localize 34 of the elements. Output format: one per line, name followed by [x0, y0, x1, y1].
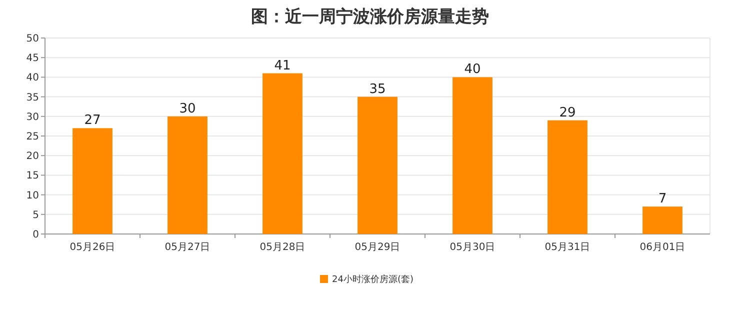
x-tick-label: 05月28日	[260, 242, 306, 253]
data-label: 40	[464, 62, 481, 78]
data-label: 30	[179, 101, 196, 116]
x-tick-label: 05月27日	[164, 242, 210, 253]
y-tick-label: 35	[26, 92, 39, 104]
y-tick-label: 20	[26, 151, 39, 162]
bar	[642, 206, 682, 234]
data-label: 7	[658, 192, 667, 207]
bar	[452, 77, 492, 234]
x-tick-label: 06月01日	[640, 242, 686, 253]
x-tick-label: 05月26日	[70, 242, 116, 253]
data-label: 27	[84, 113, 101, 128]
data-label: 41	[274, 58, 291, 74]
x-tick-label: 05月30日	[450, 242, 496, 253]
bar	[72, 128, 112, 234]
y-tick-label: 30	[26, 112, 39, 123]
data-label: 35	[369, 82, 386, 97]
y-tick-label: 50	[26, 34, 39, 44]
data-label: 29	[559, 105, 576, 120]
x-tick-label: 05月29日	[354, 242, 400, 253]
chart-title: 图：近一周宁波涨价房源量走势	[251, 7, 489, 27]
y-tick-label: 25	[26, 132, 39, 142]
y-tick-label: 45	[26, 53, 39, 64]
y-tick-label: 40	[26, 72, 39, 84]
bar	[548, 120, 588, 234]
bar	[168, 116, 208, 234]
bar	[262, 73, 302, 234]
y-tick-label: 15	[26, 170, 39, 182]
y-tick-label: 0	[32, 230, 39, 240]
legend-label: 24小时涨价房源(套)	[332, 274, 414, 285]
bar	[358, 96, 398, 234]
y-tick-label: 10	[26, 190, 39, 202]
y-tick-label: 5	[32, 210, 39, 221]
x-tick-label: 05月31日	[544, 242, 590, 253]
